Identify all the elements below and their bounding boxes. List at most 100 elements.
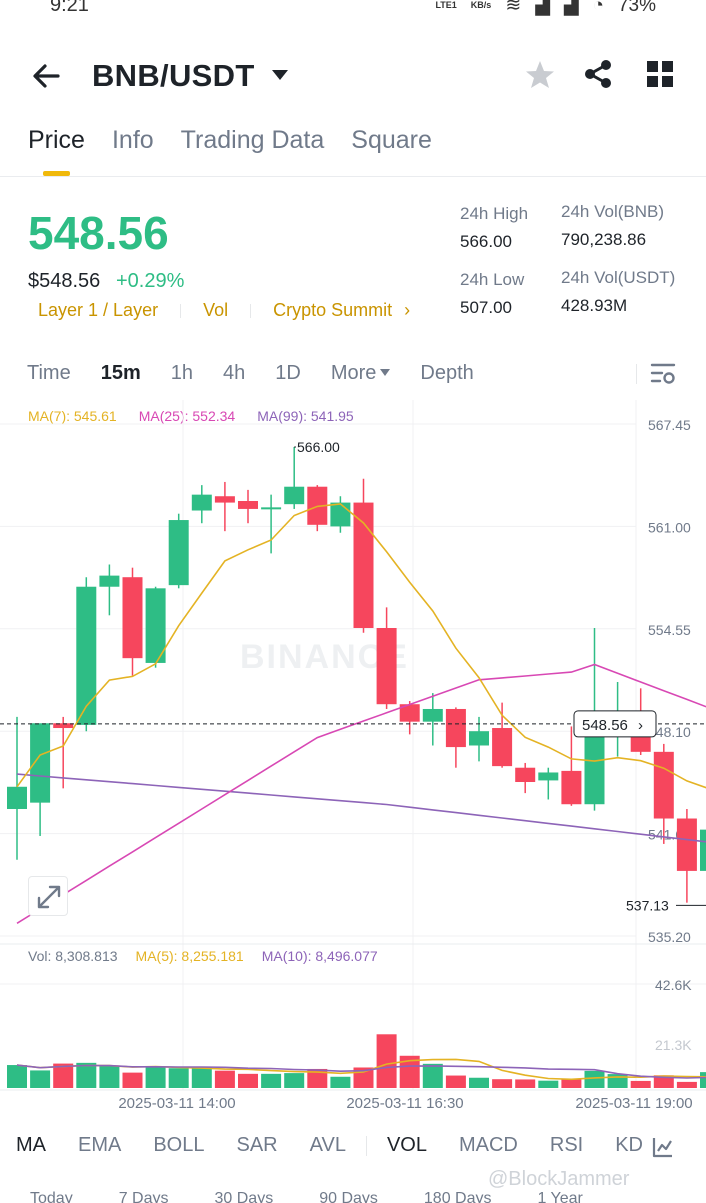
active-tab-indicator xyxy=(43,171,70,176)
vol-ma10-label: MA(10): 8,496.077 xyxy=(261,948,378,964)
stat-label: 24h Vol(BNB) xyxy=(561,202,664,221)
period-180-days[interactable]: 180 Days xyxy=(423,1190,492,1203)
ma25-line xyxy=(16,663,706,924)
interval-depth[interactable]: Depth xyxy=(420,362,474,384)
indicator-kd[interactable]: KD xyxy=(615,1134,644,1156)
stat-24h-vol-usdt: 24h Vol(USDT) 428.93M xyxy=(561,268,675,316)
volume-bar xyxy=(630,1080,651,1088)
candle-body xyxy=(376,628,397,705)
chevron-right-icon[interactable]: › xyxy=(404,300,411,320)
share-icon[interactable] xyxy=(582,58,614,90)
candle-body xyxy=(7,786,27,809)
indicator-ema[interactable]: EMA xyxy=(78,1134,122,1156)
volume-bar xyxy=(168,1068,189,1088)
indicator-ma[interactable]: MA xyxy=(16,1134,46,1156)
caret-down-icon[interactable] xyxy=(270,68,290,82)
candle-body xyxy=(76,586,97,725)
indicator-boll[interactable]: BOLL xyxy=(153,1134,205,1156)
interval-4h[interactable]: 4h xyxy=(222,362,246,384)
indicator-sar[interactable]: SAR xyxy=(236,1134,278,1156)
expand-chart-icon[interactable] xyxy=(28,876,68,916)
footer-watermark: @BlockJammer xyxy=(488,1168,630,1190)
ma-legend: MA(7): 545.61 MA(25): 552.34 MA(99): 541… xyxy=(28,408,354,424)
candle-body xyxy=(168,520,189,586)
interval-1d[interactable]: 1D xyxy=(275,362,301,384)
candlestick-chart[interactable]: 567.45561.00554.55548.10541.65535.2042.6… xyxy=(0,400,706,1120)
interval-more[interactable]: More xyxy=(331,362,391,385)
period-30-days[interactable]: 30 Days xyxy=(214,1190,274,1203)
signal2-icon: ▟ xyxy=(563,0,579,16)
tab-square[interactable]: Square xyxy=(351,126,432,154)
time-axis-label: 2025-03-11 19:00 xyxy=(575,1095,692,1112)
candle-body xyxy=(145,588,166,663)
app-header: BNB/USDT xyxy=(0,46,706,106)
volume-bar xyxy=(145,1067,166,1088)
indicator-chart-icon[interactable] xyxy=(652,1136,674,1158)
expand-arrows-icon xyxy=(37,885,61,909)
period-1-year[interactable]: 1 Year xyxy=(537,1190,583,1203)
status-icons: LTE1 KB/s ≋ ▟ ▟ ◔ 73% xyxy=(435,0,656,17)
volume-bar xyxy=(76,1062,97,1088)
caret-down-icon xyxy=(380,369,391,376)
interval-selector: Time 15m 1h 4h 1D More Depth xyxy=(27,362,504,385)
interval-time[interactable]: Time xyxy=(27,362,71,384)
volume-bar xyxy=(700,1072,706,1088)
volume-bar xyxy=(584,1070,605,1088)
page-tabs: Price Info Trading Data Square xyxy=(28,126,432,155)
indicator-avl[interactable]: AVL xyxy=(309,1134,346,1156)
tab-trading-data[interactable]: Trading Data xyxy=(180,126,325,154)
volume-bar xyxy=(376,1034,397,1088)
price-axis-label: 535.20 xyxy=(648,929,691,945)
price-axis-label: 554.55 xyxy=(648,622,691,638)
pair-title[interactable]: BNB/USDT xyxy=(92,58,255,93)
indicator-macd[interactable]: MACD xyxy=(458,1134,518,1156)
interval-15m[interactable]: 15m xyxy=(100,362,141,384)
candle-body xyxy=(515,767,536,783)
period-7-days[interactable]: 7 Days xyxy=(118,1190,169,1203)
candle-body xyxy=(700,829,706,871)
favorite-star-icon[interactable] xyxy=(523,58,557,92)
volume-bar xyxy=(30,1070,51,1088)
stat-label: 24h Low xyxy=(460,270,525,289)
candle-body xyxy=(445,708,466,748)
interval-1h[interactable]: 1h xyxy=(170,362,193,384)
price-axis-label: 561.00 xyxy=(648,519,691,535)
tab-info[interactable]: Info xyxy=(111,126,154,154)
last-price-tag xyxy=(573,710,657,738)
period-90-days[interactable]: 90 Days xyxy=(319,1190,378,1203)
candle-body xyxy=(584,724,605,805)
volume-bar xyxy=(676,1081,697,1088)
volume-bar xyxy=(422,1063,443,1088)
back-arrow-icon[interactable] xyxy=(30,60,62,92)
tag-crypto-summit[interactable]: Crypto Summit xyxy=(273,300,393,320)
signal-icon: ▟ xyxy=(535,0,550,16)
volume-bar xyxy=(515,1079,536,1088)
chart-settings-icon[interactable] xyxy=(650,362,676,386)
volume-bar xyxy=(191,1066,212,1088)
stat-label: 24h High xyxy=(460,204,529,223)
indicator-tabs: MA EMA BOLL SAR AVL VOL MACD RSI KD xyxy=(16,1134,675,1157)
tab-price[interactable]: Price xyxy=(28,126,85,154)
tag-layer[interactable]: Layer 1 / Layer xyxy=(38,300,159,320)
candle-body xyxy=(30,723,51,803)
indicator-rsi[interactable]: RSI xyxy=(549,1134,584,1156)
volume-bar xyxy=(399,1055,420,1088)
period-today[interactable]: Today xyxy=(30,1190,73,1203)
last-price-tag-label: 548.56 xyxy=(582,717,628,734)
indicator-vol[interactable]: VOL xyxy=(386,1134,427,1156)
low-marker-label: 537.13 xyxy=(626,897,669,913)
volume-bar xyxy=(261,1073,282,1088)
volume-axis-label: 21.3K xyxy=(655,1037,692,1053)
candle-body xyxy=(238,500,258,509)
volume-bar xyxy=(492,1079,513,1088)
divider xyxy=(0,176,706,177)
grid-menu-icon[interactable] xyxy=(646,60,674,88)
stat-value: 428.93M xyxy=(561,296,628,315)
candle-body xyxy=(492,728,513,767)
ma99-label: MA(99): 541.95 xyxy=(257,408,354,424)
more-label: More xyxy=(330,362,377,384)
candle-body xyxy=(676,818,697,871)
stat-24h-vol-bnb: 24h Vol(BNB) 790,238.86 xyxy=(561,202,664,250)
tag-vol[interactable]: Vol xyxy=(203,300,229,320)
candle-body xyxy=(53,723,74,729)
